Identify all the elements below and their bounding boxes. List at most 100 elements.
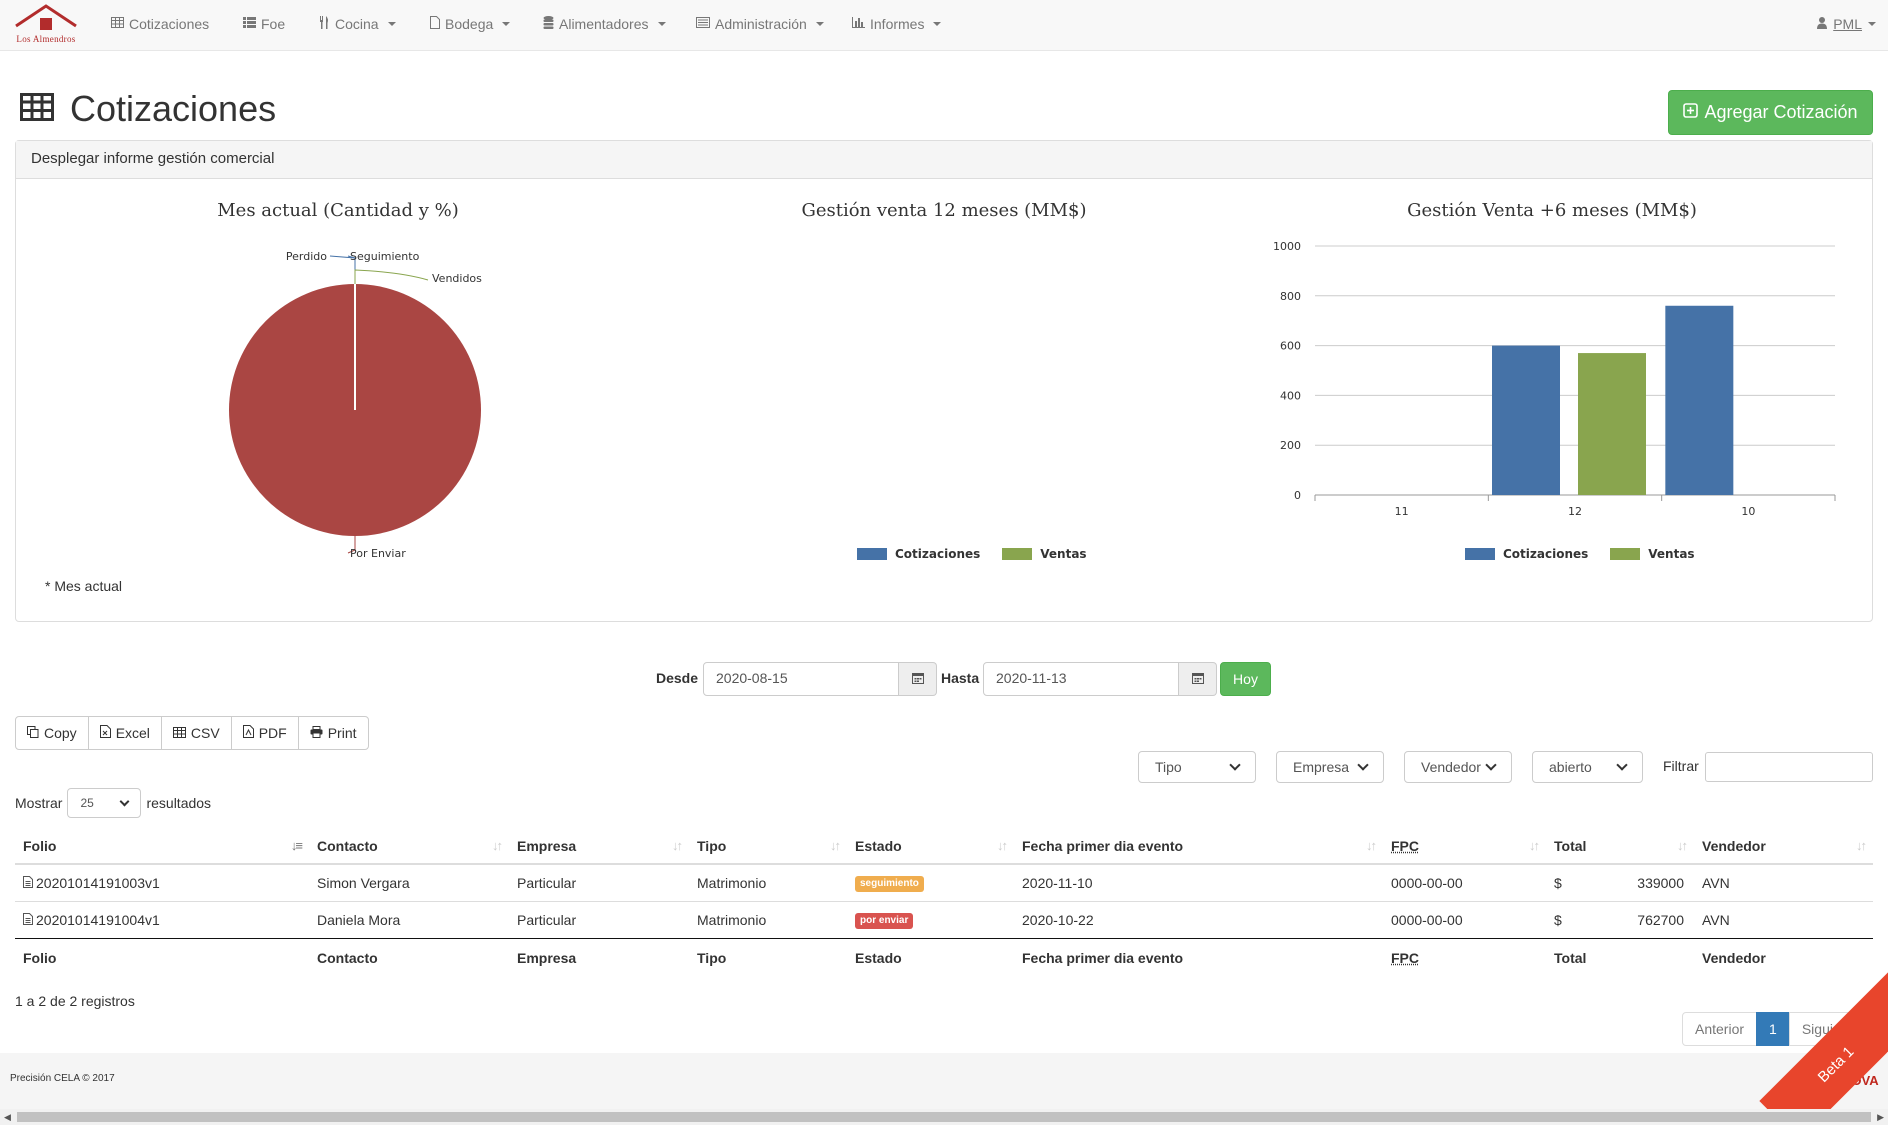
nav-alimentadores[interactable]: Alimentadores bbox=[543, 16, 666, 32]
nav-label: Informes bbox=[870, 16, 925, 32]
col-contacto[interactable]: Contacto ↓↑ bbox=[309, 826, 509, 865]
chevron-down-icon bbox=[657, 22, 666, 26]
bar-chart-icon bbox=[852, 17, 865, 31]
folio-cell[interactable]: 20201014191004v1 bbox=[15, 900, 309, 938]
page-header: Cotizaciones bbox=[20, 88, 276, 130]
database-icon bbox=[543, 16, 554, 32]
pie-connector bbox=[347, 536, 356, 554]
folio-link[interactable]: 20201014191003v1 bbox=[36, 874, 160, 891]
bar-chart-12m-title: Gestión venta 12 meses (MM$) bbox=[801, 200, 1087, 221]
nav-administracion[interactable]: Administración bbox=[696, 16, 824, 32]
user-menu[interactable]: PML bbox=[1817, 16, 1876, 32]
sort-asc-icon: ↓≡ bbox=[290, 838, 303, 853]
excel-button[interactable]: Excel bbox=[87, 716, 162, 750]
nav-bodega[interactable]: Bodega bbox=[430, 16, 511, 32]
cutlery-icon bbox=[319, 16, 330, 32]
y-tick-label: 800 bbox=[1280, 290, 1301, 303]
fpc-cell: 0000-00-00 bbox=[1391, 874, 1463, 891]
prev-page-button[interactable]: Anterior bbox=[1682, 1012, 1758, 1046]
mes-actual-note: * Mes actual bbox=[45, 578, 123, 594]
scroll-left-icon[interactable]: ◀ bbox=[4, 1112, 11, 1122]
col-total[interactable]: Total ↓↑ bbox=[1546, 826, 1694, 865]
nav-label: Cocina bbox=[335, 16, 379, 32]
pie-chart: Perdido Seguimiento Vendidos Por Enviar bbox=[229, 250, 482, 560]
bar-chart-12m-legend: Cotizaciones Ventas bbox=[857, 547, 1087, 561]
horizontal-scrollbar[interactable]: ◀ ▶ bbox=[0, 1109, 1888, 1125]
total-cell: $339000 bbox=[1546, 864, 1694, 901]
table-info: 1 a 2 de 2 registros bbox=[15, 993, 135, 1009]
beta-ribbon-band: Beta 1 bbox=[1759, 948, 1888, 1109]
pagination: Anterior 1 Siguiente bbox=[1682, 1012, 1874, 1046]
footer-copyright: Precisión CELA © 2017 bbox=[10, 1073, 115, 1084]
pie-chart-title: Mes actual (Cantidad y %) bbox=[217, 200, 459, 221]
pie-connector bbox=[354, 269, 429, 284]
pdf-label: PDF bbox=[258, 725, 287, 741]
currency-symbol: $ bbox=[1554, 874, 1562, 891]
hasta-input[interactable]: 2020-11-13 bbox=[983, 662, 1179, 696]
page-title: Cotizaciones bbox=[70, 88, 277, 129]
y-tick-label: 0 bbox=[1294, 489, 1301, 502]
sort-icon: ↓↑ bbox=[997, 838, 1008, 853]
chevron-down-icon bbox=[1357, 759, 1369, 771]
col-empresa[interactable]: Empresa ↓↑ bbox=[509, 826, 689, 865]
copy-button[interactable]: Copy bbox=[15, 716, 89, 750]
chevron-down-icon bbox=[1868, 22, 1876, 26]
foot-contacto: Contacto bbox=[309, 937, 509, 976]
vendedor-select[interactable]: Vendedor bbox=[1404, 751, 1512, 783]
hoy-button[interactable]: Hoy bbox=[1220, 662, 1271, 696]
folio-link[interactable]: 20201014191004v1 bbox=[36, 911, 160, 928]
nav-label: Alimentadores bbox=[559, 16, 649, 32]
pie-label: Perdido bbox=[286, 250, 327, 263]
scroll-right-icon[interactable]: ▶ bbox=[1877, 1112, 1884, 1122]
x-tick-label: 12 bbox=[1568, 505, 1582, 518]
y-tick-label: 200 bbox=[1280, 439, 1301, 452]
brand-logo[interactable]: Los Almendros bbox=[6, 4, 86, 48]
nav-label: Cotizaciones bbox=[129, 16, 210, 32]
col-tipo[interactable]: Tipo ↓↑ bbox=[689, 826, 847, 865]
currency-symbol: $ bbox=[1554, 911, 1562, 928]
table-row: 20201014191003v1 Simon Vergara Particula… bbox=[15, 864, 1873, 901]
hasta-calendar-button[interactable] bbox=[1179, 662, 1217, 696]
nav-foe[interactable]: Foe bbox=[243, 16, 285, 32]
filtrar-input[interactable] bbox=[1705, 752, 1873, 782]
col-fecha[interactable]: Fecha primer dia evento ↓↑ bbox=[1014, 826, 1383, 865]
add-cotizacion-button[interactable]: Agregar Cotización bbox=[1668, 90, 1873, 135]
estado-select[interactable]: abierto bbox=[1532, 751, 1643, 783]
empresa-cell: Particular bbox=[509, 900, 689, 938]
nav-cotizaciones[interactable]: Cotizaciones bbox=[111, 16, 209, 32]
scrollbar-thumb[interactable] bbox=[17, 1112, 1871, 1122]
status-badge: por enviar bbox=[855, 913, 914, 929]
fecha-cell: 2020-10-22 bbox=[1014, 900, 1383, 938]
list-icon bbox=[243, 17, 256, 31]
empresa-cell: Particular bbox=[517, 874, 577, 891]
y-tick-label: 1000 bbox=[1273, 240, 1301, 253]
legend-label-ventas: Ventas bbox=[1040, 547, 1087, 561]
nav-cocina[interactable]: Cocina bbox=[319, 16, 396, 32]
folio-cell[interactable]: 20201014191003v1 bbox=[15, 864, 309, 901]
col-vendedor[interactable]: Vendedor ↓↑ bbox=[1694, 826, 1873, 865]
empresa-select[interactable]: Empresa bbox=[1276, 751, 1384, 783]
pdf-button[interactable]: PDF bbox=[230, 716, 299, 750]
sort-icon: ↓↑ bbox=[1856, 838, 1867, 853]
chevron-down-icon bbox=[120, 796, 130, 806]
report-panel-heading[interactable]: Desplegar informe gestión comercial bbox=[16, 141, 1872, 179]
print-button[interactable]: Print bbox=[297, 716, 369, 750]
col-fpc[interactable]: FPC ↓↑ bbox=[1383, 826, 1546, 865]
calendar-icon bbox=[911, 671, 924, 687]
table-header-row: Folio ↓≡ Contacto ↓↑ Empresa ↓↑ Tipo ↓↑ Esta… bbox=[15, 826, 1873, 865]
col-label: Folio bbox=[23, 837, 57, 854]
chevron-down-icon bbox=[1616, 759, 1628, 771]
bar-ventas bbox=[1578, 353, 1646, 495]
tipo-select[interactable]: Tipo bbox=[1138, 751, 1256, 783]
desde-input[interactable]: 2020-08-15 bbox=[703, 662, 899, 696]
csv-button[interactable]: CSV bbox=[160, 716, 232, 750]
nav-informes[interactable]: Informes bbox=[852, 16, 942, 32]
pie-label: Seguimiento bbox=[350, 250, 420, 263]
page-1-button[interactable]: 1 bbox=[1756, 1012, 1790, 1046]
col-estado[interactable]: Estado ↓↑ bbox=[847, 826, 1014, 865]
page-length-select[interactable]: 25 bbox=[67, 788, 142, 818]
desde-calendar-button[interactable] bbox=[899, 662, 937, 696]
bar-cotizaciones bbox=[1492, 345, 1560, 495]
col-folio[interactable]: Folio ↓≡ bbox=[15, 826, 309, 865]
page-length-value: 25 bbox=[80, 796, 94, 810]
